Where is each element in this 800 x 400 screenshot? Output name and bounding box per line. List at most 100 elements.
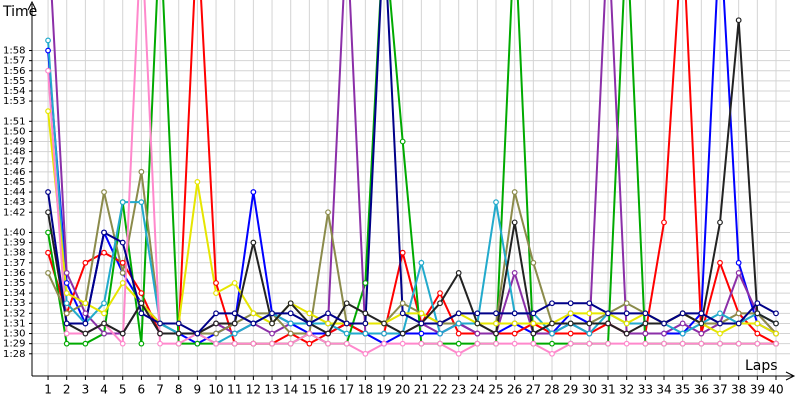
x-tick-label: 17 xyxy=(339,383,354,397)
data-point xyxy=(717,219,723,226)
x-tick-label: 30 xyxy=(582,383,597,397)
x-tick-label: 12 xyxy=(246,383,261,397)
x-tick-label: 10 xyxy=(208,383,223,397)
y-tick-label: 1:43 xyxy=(3,197,25,208)
data-point xyxy=(213,310,219,317)
data-point xyxy=(194,340,201,347)
data-point xyxy=(493,330,499,337)
y-tick-label: 1:29 xyxy=(3,339,25,350)
data-point xyxy=(511,219,518,226)
data-point xyxy=(63,270,70,276)
data-point xyxy=(325,330,331,337)
data-point xyxy=(250,189,257,195)
data-point xyxy=(474,320,481,327)
data-point xyxy=(511,330,518,337)
x-tick-label: 3 xyxy=(82,383,90,397)
data-point xyxy=(698,340,705,347)
x-tick-label: 40 xyxy=(768,383,783,397)
y-tick-label: 1:58 xyxy=(3,46,25,57)
y-tick-label: 1:54 xyxy=(3,86,25,97)
data-point xyxy=(101,300,107,307)
data-point xyxy=(530,259,537,266)
data-point xyxy=(362,310,369,317)
data-point xyxy=(698,330,705,337)
data-point xyxy=(735,310,742,317)
data-point xyxy=(399,300,406,307)
data-point xyxy=(773,330,779,337)
data-point xyxy=(82,330,89,337)
x-axis-arrow xyxy=(785,371,796,381)
data-point xyxy=(343,330,350,337)
data-point xyxy=(306,340,313,347)
data-point xyxy=(101,229,107,236)
series-line xyxy=(47,0,777,335)
data-point xyxy=(605,320,611,327)
data-point xyxy=(754,320,761,327)
data-point xyxy=(306,320,313,327)
data-point xyxy=(82,340,89,347)
x-tick-label: 31 xyxy=(600,383,615,397)
data-point xyxy=(362,330,369,337)
y-tick-label: 1:47 xyxy=(3,157,25,168)
data-point xyxy=(661,320,667,327)
data-point xyxy=(567,340,574,347)
data-point xyxy=(343,320,350,327)
data-point xyxy=(399,330,406,337)
data-point xyxy=(437,330,443,337)
data-point xyxy=(63,320,70,327)
data-point xyxy=(45,37,51,44)
data-point xyxy=(735,17,742,24)
data-point xyxy=(250,340,257,347)
y-tick-label: 1:36 xyxy=(3,268,25,279)
data-point xyxy=(306,330,313,337)
y-tick-label: 1:35 xyxy=(3,278,25,289)
y-tick-label: 1:53 xyxy=(3,96,25,107)
data-point xyxy=(735,270,742,276)
data-point xyxy=(82,310,89,317)
data-point xyxy=(642,310,649,317)
data-point xyxy=(437,300,443,307)
x-tick-label: 5 xyxy=(119,383,127,397)
data-point xyxy=(157,320,163,327)
data-point xyxy=(45,209,51,216)
data-point xyxy=(101,249,107,256)
data-point xyxy=(623,320,630,327)
data-point xyxy=(45,229,51,236)
x-tick-label: 32 xyxy=(619,383,634,397)
data-point xyxy=(717,259,723,266)
data-point xyxy=(493,320,499,327)
data-point xyxy=(194,179,201,185)
data-point xyxy=(530,340,537,347)
data-point xyxy=(231,340,238,347)
y-tick-label: 1:39 xyxy=(3,238,25,249)
data-point xyxy=(679,320,686,327)
data-point xyxy=(661,330,667,337)
y-tick-label: 1:51 xyxy=(3,116,25,127)
data-point xyxy=(157,340,163,347)
x-tick-label: 39 xyxy=(750,383,765,397)
data-point xyxy=(101,330,107,337)
y-tick-label: 1:46 xyxy=(3,167,25,178)
data-point xyxy=(549,320,555,327)
data-point xyxy=(549,330,555,337)
x-tick-label: 34 xyxy=(656,383,671,397)
data-point xyxy=(325,209,331,216)
x-tick-label: 25 xyxy=(488,383,503,397)
data-point xyxy=(399,249,406,256)
data-point xyxy=(567,320,574,327)
data-point xyxy=(623,330,630,337)
data-point xyxy=(717,310,723,317)
data-point xyxy=(381,320,387,327)
data-point xyxy=(306,310,313,317)
data-point xyxy=(45,108,51,115)
data-point xyxy=(101,189,107,195)
y-tick-label: 1:42 xyxy=(3,207,25,218)
data-point xyxy=(399,310,406,317)
y-tick-label: 1:31 xyxy=(3,318,25,329)
data-point xyxy=(754,310,761,317)
y-tick-label: 1:55 xyxy=(3,76,25,87)
data-point xyxy=(138,168,145,175)
data-point xyxy=(698,320,705,327)
data-point xyxy=(119,330,126,337)
y-tick-label: 1:40 xyxy=(3,227,25,238)
